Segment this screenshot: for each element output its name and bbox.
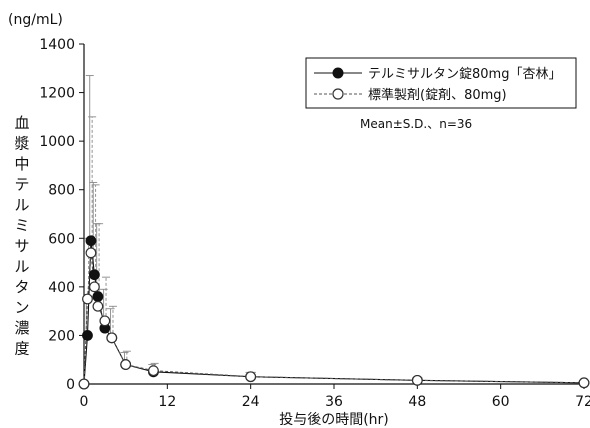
data-point-series-2 [120, 359, 132, 370]
y-tick-label: 1200 [39, 86, 75, 102]
error-bars [82, 75, 590, 383]
y-tick-label: 200 [48, 328, 75, 344]
data-point-series-2 [148, 365, 159, 377]
data-point-series-1 [89, 269, 100, 281]
y-axis-title-char: 度 [14, 340, 29, 358]
y-axis-title-char: ル [14, 258, 29, 276]
y-tick-label: 600 [48, 231, 75, 247]
legend: テルミサルタン錠80mg「杏林」 標準製剤(錠剤、80mg) [305, 57, 577, 109]
data-point-series-1 [85, 235, 97, 247]
data-point-series-2 [78, 378, 90, 390]
y-tick-label: 400 [48, 280, 75, 296]
data-point-series-2 [85, 247, 97, 259]
y-tick-label: 800 [48, 183, 75, 199]
y-axis-title-char: ン [14, 299, 29, 317]
legend-marker-series-1 [332, 67, 344, 79]
data-point-series-2 [82, 293, 93, 305]
y-axis-title-char: 漿 [14, 135, 29, 153]
x-tick-label: 0 [80, 394, 89, 410]
y-tick-label: 1000 [39, 134, 75, 150]
data-point-series-2 [106, 332, 118, 344]
x-tick-label: 72 [575, 394, 590, 410]
x-ticks: 0 12 24 36 48 60 72 [80, 384, 590, 410]
legend-label-series-2: 標準製剤(錠剤、80mg) [368, 87, 507, 103]
x-tick-label: 24 [242, 394, 260, 410]
series-points [78, 235, 590, 390]
legend-label-series-1: テルミサルタン錠80mg「杏林」 [368, 67, 561, 82]
y-ticks: 0 200 400 600 800 1000 1200 1400 [39, 37, 84, 393]
x-tick-label: 36 [325, 394, 343, 410]
y-tick-label: 0 [66, 377, 75, 393]
legend-marker-series-2 [332, 88, 344, 100]
data-point-series-1 [92, 291, 104, 302]
legend-box [305, 57, 577, 109]
x-tick-label: 12 [158, 394, 176, 410]
data-point-series-2 [89, 281, 100, 293]
y-axis-title-char: タ [14, 278, 29, 296]
x-tick-label: 60 [492, 394, 510, 410]
y-tick-label: 1400 [39, 37, 75, 53]
stats-note: Mean±S.D.、n=36 [360, 117, 472, 131]
data-point-series-2 [245, 371, 257, 383]
y-axis-title-char: ル [14, 196, 29, 214]
series-line-2 [83, 252, 585, 385]
y-axis-title-char: 血 [14, 114, 29, 132]
y-unit-label: (ng/mL) [8, 12, 63, 28]
x-axis-title: 投与後の時間(hr) [279, 412, 389, 428]
y-axis-title-char: サ [14, 237, 29, 255]
series-line-1 [83, 240, 585, 385]
data-point-series-2 [92, 300, 104, 312]
data-point-series-2 [578, 377, 590, 389]
x-tick-label: 48 [408, 394, 426, 410]
data-point-series-2 [411, 374, 423, 386]
y-axis-title-char: ミ [14, 217, 29, 235]
y-axis-title-char: テ [14, 176, 29, 194]
data-point-series-2 [99, 315, 111, 327]
data-point-series-1 [82, 330, 93, 341]
y-axis-title-char: 中 [14, 155, 29, 173]
y-axis-title-char: 濃 [14, 319, 29, 337]
series-lines [83, 240, 585, 385]
